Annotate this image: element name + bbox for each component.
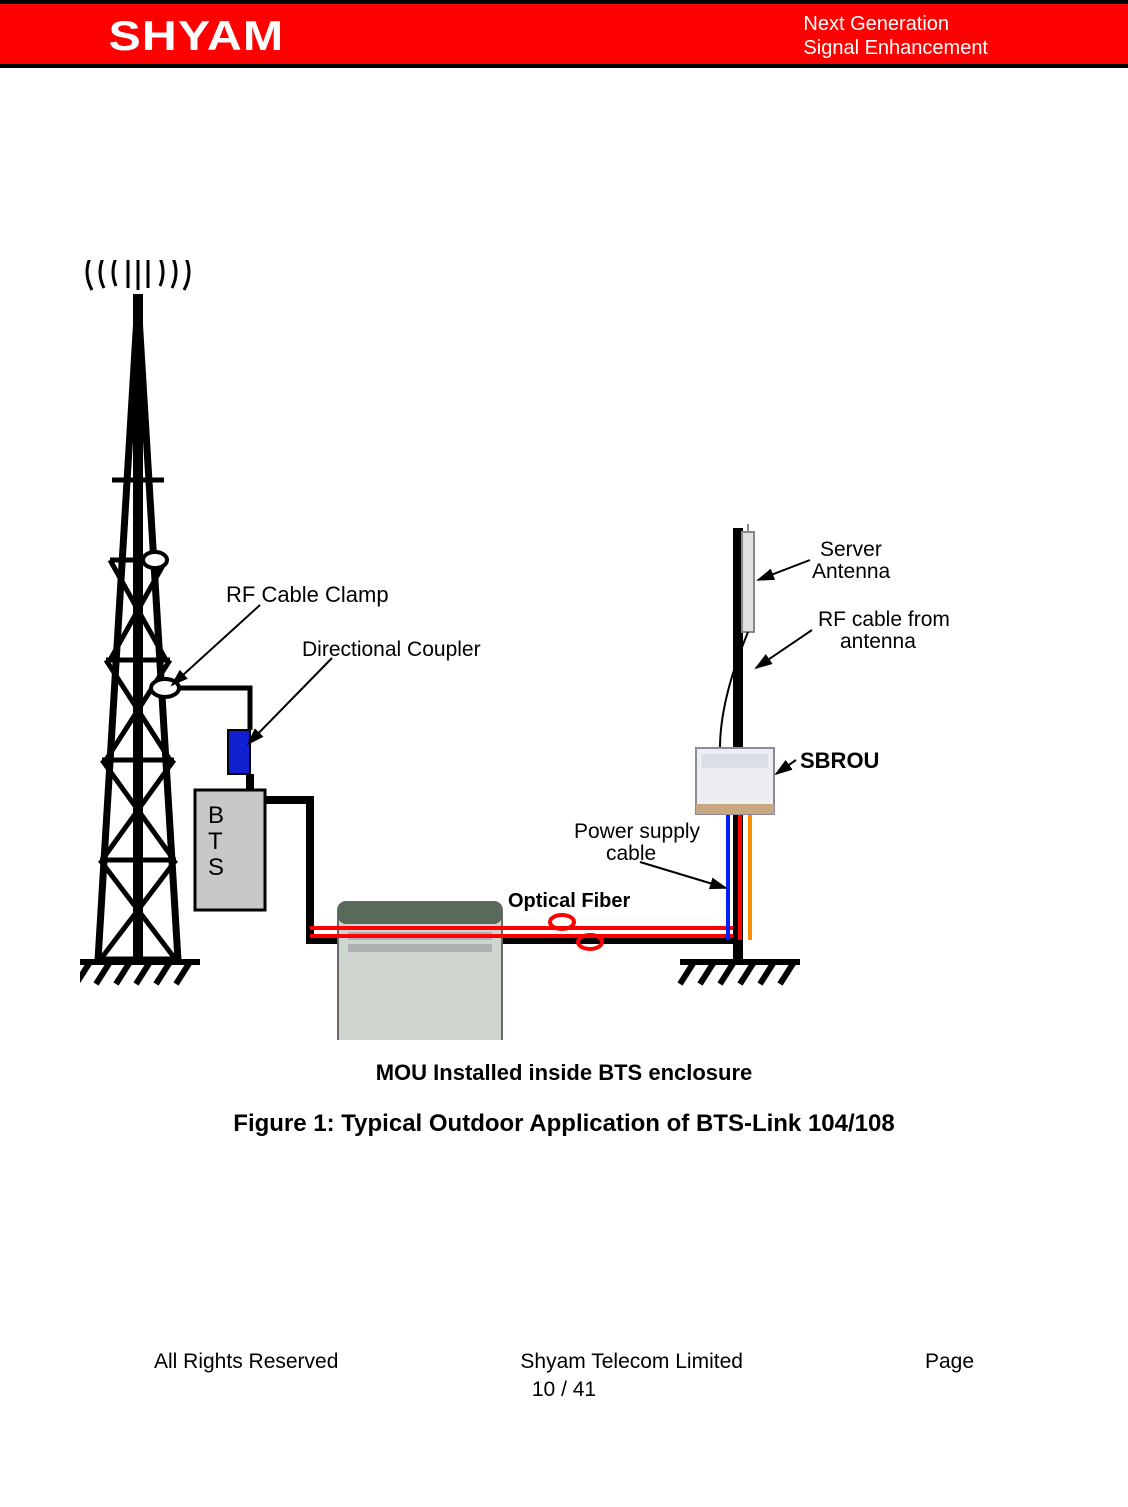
label-directional-coupler: Directional Coupler xyxy=(302,638,481,662)
footer-right: Page xyxy=(925,1350,974,1374)
ground-hatch-right-icon xyxy=(680,962,800,984)
callout-rf-clamp xyxy=(172,605,260,685)
label-bts-b: B xyxy=(208,802,224,830)
header-tagline: Next Generation Signal Enhancement xyxy=(803,12,988,60)
tagline-line2: Signal Enhancement xyxy=(803,36,988,60)
label-bts-t: T xyxy=(208,828,223,856)
caption-mou: MOU Installed inside BTS enclosure xyxy=(0,1060,1128,1086)
caption-figure: Figure 1: Typical Outdoor Application of… xyxy=(0,1110,1128,1138)
label-optical-fiber: Optical Fiber xyxy=(508,890,630,913)
footer: All Rights Reserved Shyam Telecom Limite… xyxy=(0,1350,1128,1402)
label-power-l2: cable xyxy=(606,842,656,866)
callout-server-ant xyxy=(758,560,810,580)
sbrou-box-icon xyxy=(696,748,774,814)
radio-waves-icon xyxy=(87,260,189,290)
mou-rack-icon xyxy=(338,902,502,1040)
label-bts-s: S xyxy=(208,854,224,882)
diagram-area: RF Cable Clamp Directional Coupler B T S… xyxy=(80,260,1040,1040)
label-server-antenna-l1: Server xyxy=(820,538,882,562)
tower-icon xyxy=(98,294,179,960)
label-rf-cable-clamp: RF Cable Clamp xyxy=(226,582,389,607)
ground-hatch-left-icon xyxy=(80,962,200,984)
footer-page-num: 10 / 41 xyxy=(0,1378,1128,1402)
callout-sbrou xyxy=(776,760,796,774)
header-bottom-border xyxy=(0,64,1128,68)
page: SHYAM Next Generation Signal Enhancement xyxy=(0,0,1128,1507)
rf-cable-1 xyxy=(179,688,250,730)
label-server-antenna-l2: Antenna xyxy=(812,560,890,584)
logo-text: SHYAM xyxy=(109,12,285,60)
callout-coupler xyxy=(248,658,332,744)
label-power-l1: Power supply xyxy=(574,820,700,844)
bts-box xyxy=(195,790,265,910)
label-rf-cable-ant-l1: RF cable from xyxy=(818,608,950,632)
tagline-line1: Next Generation xyxy=(803,12,988,36)
footer-left: All Rights Reserved xyxy=(154,1350,338,1374)
callout-rf-cable-ant xyxy=(756,630,812,668)
server-antenna-icon xyxy=(742,532,754,632)
directional-coupler-icon xyxy=(228,730,250,774)
footer-mid: Shyam Telecom Limited xyxy=(520,1350,743,1374)
header-bar: SHYAM Next Generation Signal Enhancement xyxy=(0,4,1128,64)
label-rf-cable-ant-l2: antenna xyxy=(840,630,916,654)
label-sbrou: SBROU xyxy=(800,748,879,773)
